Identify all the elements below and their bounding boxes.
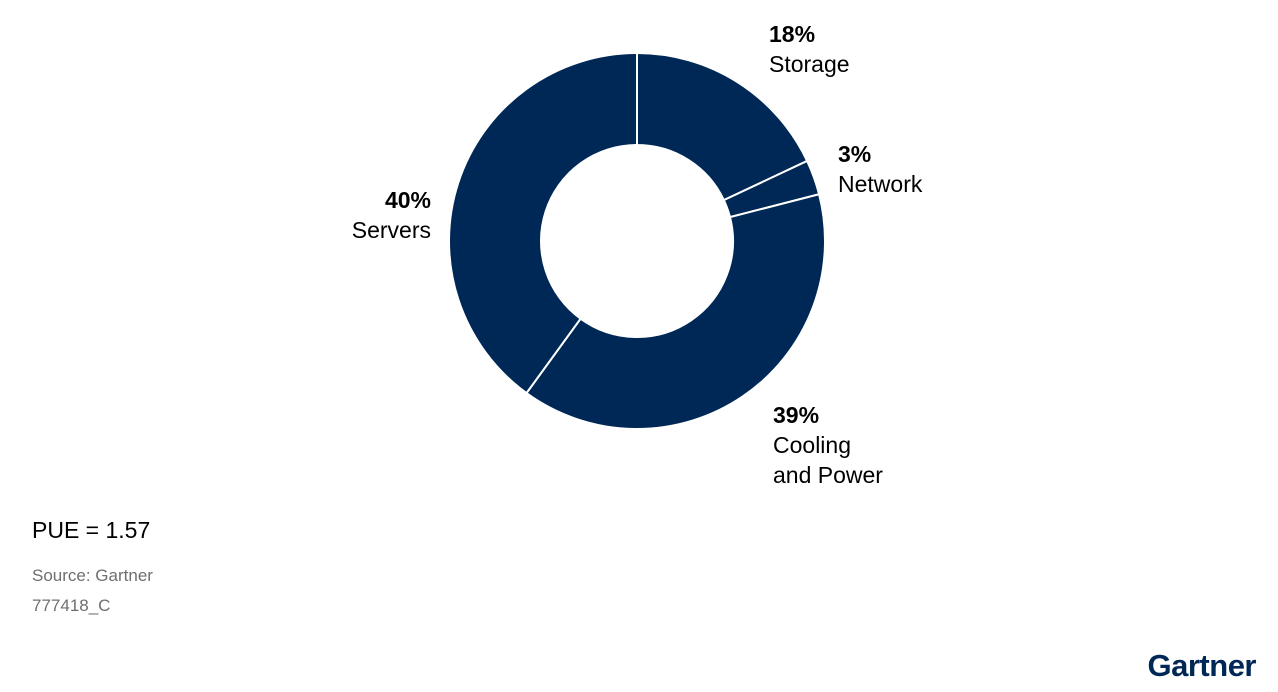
- figure-code: 777418_C: [32, 596, 111, 615]
- slice-name-cooling-line-2: and Power: [773, 462, 883, 488]
- slice-label-cooling-and-power: 39% Cooling and Power: [773, 400, 973, 490]
- slice-servers: [448, 51, 638, 395]
- slice-label-network: 3% Network: [838, 139, 922, 199]
- slice-pct-servers: 40%: [384, 187, 431, 213]
- pue-note: PUE = 1.57: [32, 517, 151, 543]
- slice-label-storage: 18% Storage: [769, 19, 850, 79]
- slice-pct-storage: 18%: [769, 21, 816, 47]
- slice-name-servers: Servers: [351, 217, 431, 243]
- source-text: Source: Gartner: [32, 566, 153, 585]
- gartner-logo: Gartner: [1147, 648, 1257, 683]
- slice-cooling-and-power: [525, 193, 826, 430]
- slice-storage: [636, 51, 809, 202]
- slice-pct-cooling-and-power: 39%: [773, 402, 820, 428]
- slice-name-network: Network: [838, 171, 923, 197]
- slice-pct-network: 3%: [838, 141, 872, 167]
- slice-name-storage: Storage: [769, 51, 850, 77]
- slice-label-servers: 40% Servers: [300, 185, 431, 245]
- slice-name-cooling-line-1: Cooling: [773, 432, 851, 458]
